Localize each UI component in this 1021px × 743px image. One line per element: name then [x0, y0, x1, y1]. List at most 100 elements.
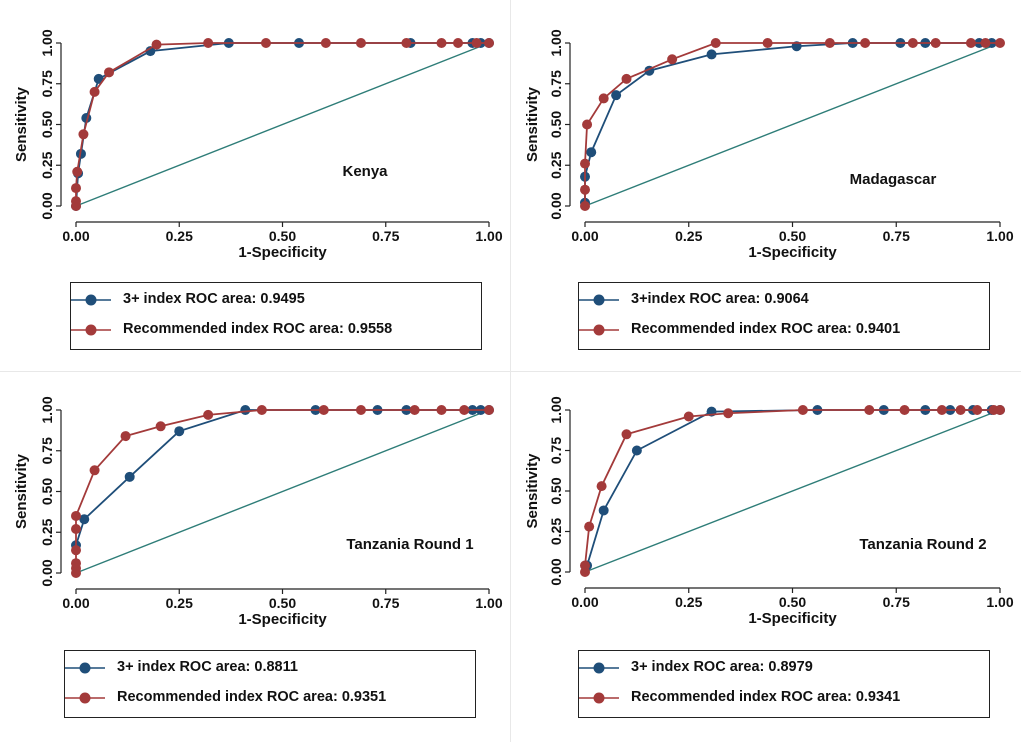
reference-line	[75, 42, 490, 207]
legend-marker-red	[65, 692, 105, 704]
data-point-series-2	[260, 38, 271, 48]
data-point-series-2	[453, 38, 464, 48]
data-point-series-2	[580, 560, 590, 571]
data-point-series-2	[598, 93, 609, 104]
data-point-series-2	[621, 73, 632, 84]
data-point-series-2	[436, 38, 447, 48]
data-point-series-2	[995, 405, 1005, 415]
legend-label-series-1: 3+ index ROC area: 0.9495	[123, 291, 305, 307]
x-tick-label: 0.25	[166, 595, 193, 611]
y-axis-title: Sensitivity	[13, 453, 30, 529]
x-tick-label: 0.50	[269, 228, 296, 244]
x-axis-title: 1-Specificity	[748, 610, 837, 627]
data-point-series-2	[596, 481, 607, 492]
data-point-series-2	[899, 405, 910, 415]
data-point-series-2	[484, 405, 494, 415]
data-point-series-1	[586, 147, 597, 158]
data-point-series-2	[980, 38, 991, 48]
roc-chart-madagascar: 0.00 0.25 0.50 0.75 1.00 0.00 0.25 0.50 0.75 1.00…	[524, 29, 1014, 261]
legend-item-series-1: 3+ index ROC area: 0.8979	[579, 658, 989, 678]
legend-marker-blue	[71, 294, 111, 306]
data-point-series-2	[582, 119, 593, 130]
legend-marker-red	[71, 324, 111, 336]
legend-label-series-1: 3+ index ROC area: 0.8979	[631, 659, 813, 675]
reference-line	[75, 409, 490, 574]
legend-label-series-2: Recommended index ROC area: 0.9401	[631, 321, 901, 337]
data-point-series-1	[611, 90, 622, 101]
data-point-series-2	[71, 558, 81, 569]
data-point-series-2	[860, 38, 871, 48]
legend-item-series-1: 3+ index ROC area: 0.8811	[65, 658, 475, 678]
legend-tanzania-round-1: 3+ index ROC area: 0.8811 Recommended in…	[64, 650, 476, 718]
data-point-series-2	[936, 405, 947, 415]
y-tick-label: 0.50	[39, 478, 55, 505]
y-tick-label: 0.75	[39, 437, 55, 464]
x-tick-label: 0.75	[883, 228, 910, 244]
data-point-series-2	[71, 183, 81, 194]
y-axis-title: Sensitivity	[524, 86, 541, 162]
data-point-series-1	[145, 46, 156, 57]
data-point-series-2	[580, 158, 590, 169]
y-tick-label: 1.00	[548, 29, 564, 56]
reference-line	[584, 409, 1001, 573]
data-point-series-2	[320, 38, 331, 48]
x-tick-label: 0.00	[62, 228, 89, 244]
x-tick-label: 0.25	[675, 594, 702, 610]
x-tick-label: 0.00	[571, 594, 598, 610]
data-point-series-2	[972, 405, 983, 415]
x-tick-label: 1.00	[475, 595, 502, 611]
data-point-series-1	[174, 426, 185, 437]
data-point-series-2	[955, 405, 966, 415]
reference-line	[584, 42, 1001, 207]
y-tick-label: 0.50	[39, 111, 55, 138]
x-axis-title: 1-Specificity	[748, 244, 837, 261]
legend-label-series-2: Recommended index ROC area: 0.9558	[123, 321, 393, 337]
x-tick-label: 0.25	[166, 228, 193, 244]
data-point-series-1	[631, 445, 642, 456]
data-point-series-2	[71, 523, 81, 534]
data-point-series-2	[436, 405, 447, 415]
y-tick-label: 0.25	[39, 151, 55, 178]
y-tick-label: 1.00	[39, 396, 55, 423]
y-tick-label: 0.50	[548, 477, 564, 504]
y-tick-label: 0.50	[548, 111, 564, 138]
data-point-series-2	[723, 408, 734, 419]
data-point-series-2	[318, 405, 329, 415]
data-point-series-2	[907, 38, 918, 48]
data-point-series-2	[864, 405, 875, 415]
roc-chart-tanzania-round-2: 0.00 0.25 0.50 0.75 1.00 0.00 0.25 0.50 0.75 1.00…	[524, 396, 1014, 627]
data-point-series-2	[409, 405, 420, 415]
legend-marker-blue	[579, 294, 619, 306]
legend-marker-blue	[65, 662, 105, 674]
data-point-series-2	[89, 465, 100, 476]
x-tick-label: 1.00	[475, 228, 502, 244]
x-tick-label: 1.00	[986, 594, 1013, 610]
legend-marker-red	[579, 324, 619, 336]
y-tick-label: 0.25	[548, 151, 564, 178]
data-point-series-2	[104, 67, 115, 78]
data-point-series-2	[762, 38, 773, 48]
legend-madagascar: 3+index ROC area: 0.9064 Recommended ind…	[578, 282, 990, 350]
legend-item-series-2: Recommended index ROC area: 0.9558	[71, 320, 481, 340]
data-point-series-2	[256, 405, 267, 415]
data-point-series-2	[155, 421, 166, 432]
data-point-series-2	[401, 38, 412, 48]
x-tick-label: 0.75	[372, 595, 399, 611]
data-point-series-2	[824, 38, 835, 48]
chart-annotation: Madagascar	[850, 171, 937, 188]
x-tick-label: 0.75	[883, 594, 910, 610]
roc-chart-tanzania-round-1: 0.00 0.25 0.50 0.75 1.00 0.00 0.25 0.50 0.75 1.00…	[13, 396, 503, 628]
chart-panel-kenya: 0.00 0.25 0.50 0.75 1.00 0.00 0.25 0.50 0.75 1.00…	[0, 0, 510, 371]
data-point-series-2	[995, 38, 1005, 48]
data-point-series-2	[355, 405, 366, 415]
legend-label-series-1: 3+index ROC area: 0.9064	[631, 291, 809, 307]
y-tick-label: 0.00	[548, 192, 564, 219]
data-point-series-2	[203, 38, 214, 48]
legend-item-series-2: Recommended index ROC area: 0.9401	[579, 320, 989, 340]
chart-panel-madagascar: 0.00 0.25 0.50 0.75 1.00 0.00 0.25 0.50 0.75 1.00…	[511, 0, 1021, 371]
data-point-series-2	[71, 196, 81, 207]
legend-marker-blue	[579, 662, 619, 674]
data-point-series-2	[584, 521, 595, 532]
y-tick-label: 0.00	[39, 559, 55, 586]
data-point-series-2	[151, 39, 162, 50]
